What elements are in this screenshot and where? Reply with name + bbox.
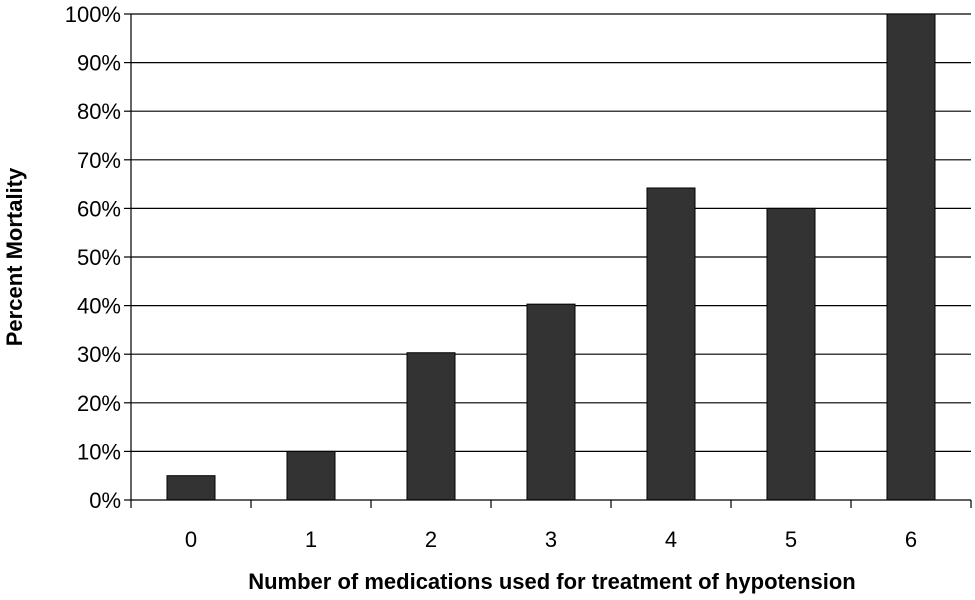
x-tick-label: 0 — [185, 527, 197, 552]
bar — [286, 450, 336, 501]
y-tick-label: 20% — [77, 391, 121, 416]
bar — [646, 187, 696, 501]
y-tick-label: 80% — [77, 99, 121, 124]
y-tick-label: 40% — [77, 294, 121, 319]
y-axis-title: Percent Mortality — [2, 167, 27, 346]
bar — [406, 352, 456, 501]
y-tick-label: 10% — [77, 439, 121, 464]
x-tick-label: 5 — [785, 527, 797, 552]
y-tick-label: 30% — [77, 342, 121, 367]
x-tick-label: 1 — [305, 527, 317, 552]
bar — [766, 207, 816, 501]
y-tick-label: 90% — [77, 51, 121, 76]
bar — [886, 13, 936, 501]
bar — [166, 475, 216, 501]
x-tick-label: 2 — [425, 527, 437, 552]
y-tick-label: 0% — [89, 488, 121, 513]
y-axis: 0% 10% 20% 30% 40% 50% 60% 70% 80% 90% 100% — [65, 2, 132, 513]
bar — [526, 303, 576, 501]
y-tick-label: 70% — [77, 148, 121, 173]
y-tick-label: 50% — [77, 245, 121, 270]
y-tick-label: 100% — [65, 2, 121, 27]
gridlines — [131, 13, 971, 452]
y-tick-label: 60% — [77, 196, 121, 221]
x-axis-title: Number of medications used for treatment… — [248, 569, 856, 594]
x-tick-label: 4 — [665, 527, 677, 552]
x-tick-label: 6 — [905, 527, 917, 552]
x-tick-label: 3 — [545, 527, 557, 552]
x-axis: 0 1 2 3 4 5 6 — [130, 499, 972, 552]
